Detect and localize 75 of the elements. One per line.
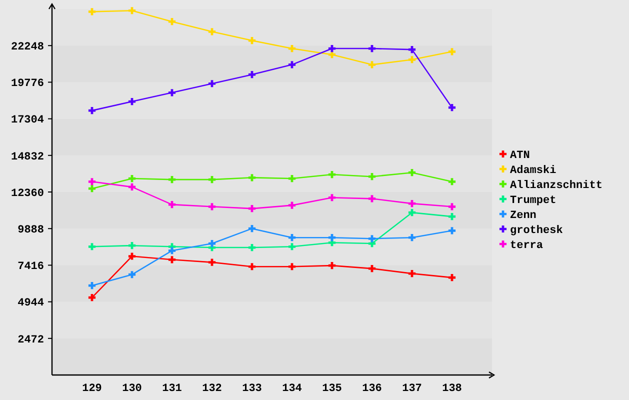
point <box>208 203 216 210</box>
point <box>168 256 176 264</box>
point <box>328 234 336 242</box>
x-tick-label: 129 <box>82 383 102 395</box>
point <box>128 242 136 250</box>
point <box>328 262 336 270</box>
point <box>88 282 96 290</box>
point <box>448 48 456 56</box>
x-tick-label: 133 <box>242 383 262 395</box>
point <box>168 18 176 26</box>
point <box>448 274 456 282</box>
point <box>208 80 216 88</box>
point <box>368 173 376 180</box>
y-tick-label: 9888 <box>18 224 44 236</box>
point <box>248 174 256 182</box>
y-tick-label: 12360 <box>10 188 44 200</box>
x-tick-label: 136 <box>362 383 382 395</box>
legend-label: Trumpet <box>510 194 556 207</box>
y-tick-label: 7416 <box>18 261 44 274</box>
point <box>88 243 96 250</box>
y-tick-label: 19776 <box>10 78 44 90</box>
legend-label: Allianzschnitt <box>510 180 602 192</box>
point <box>408 56 416 64</box>
point <box>448 203 456 210</box>
point <box>448 213 456 220</box>
legend-label: Zenn <box>510 210 536 222</box>
y-tick-label: 2472 <box>18 334 44 346</box>
point <box>208 258 216 266</box>
point <box>248 225 256 232</box>
legend-label: terra <box>510 240 544 252</box>
x-tick-label: 138 <box>442 383 462 395</box>
point <box>368 61 376 68</box>
point <box>408 270 416 278</box>
point <box>368 235 376 242</box>
point <box>408 234 416 242</box>
point <box>368 195 376 202</box>
point <box>248 205 256 212</box>
legend-label: ATN <box>510 150 530 162</box>
point <box>288 234 296 242</box>
point <box>408 46 416 54</box>
x-tick-label: 131 <box>162 383 182 395</box>
legend-label: Adamski <box>510 164 557 177</box>
y-tick-label: 17304 <box>10 114 44 127</box>
point <box>128 271 136 278</box>
point <box>128 7 136 14</box>
point <box>208 28 216 36</box>
point <box>408 169 416 176</box>
legend-label: grothesk <box>510 224 564 237</box>
point <box>88 185 96 192</box>
point <box>408 209 416 216</box>
y-tick-label: 22248 <box>10 41 44 54</box>
x-tick-label: 132 <box>202 383 222 395</box>
point <box>288 263 296 270</box>
y-tick-label: 4944 <box>18 298 44 310</box>
point <box>448 104 456 112</box>
point <box>168 247 176 254</box>
x-tick-label: 134 <box>282 383 302 395</box>
point <box>248 71 256 78</box>
point <box>128 252 136 260</box>
x-tick-label: 135 <box>322 383 342 395</box>
point <box>168 201 176 208</box>
point <box>288 243 296 250</box>
point <box>328 194 336 202</box>
x-tick-label: 130 <box>122 383 142 395</box>
y-tick-label: 14832 <box>10 151 44 164</box>
point <box>288 61 296 68</box>
point <box>88 107 96 114</box>
point <box>448 227 456 234</box>
point <box>88 8 96 16</box>
point <box>88 178 96 186</box>
point <box>448 178 456 186</box>
x-tick-label: 137 <box>402 383 422 395</box>
point <box>168 89 176 96</box>
point <box>288 202 296 209</box>
point <box>248 263 256 270</box>
